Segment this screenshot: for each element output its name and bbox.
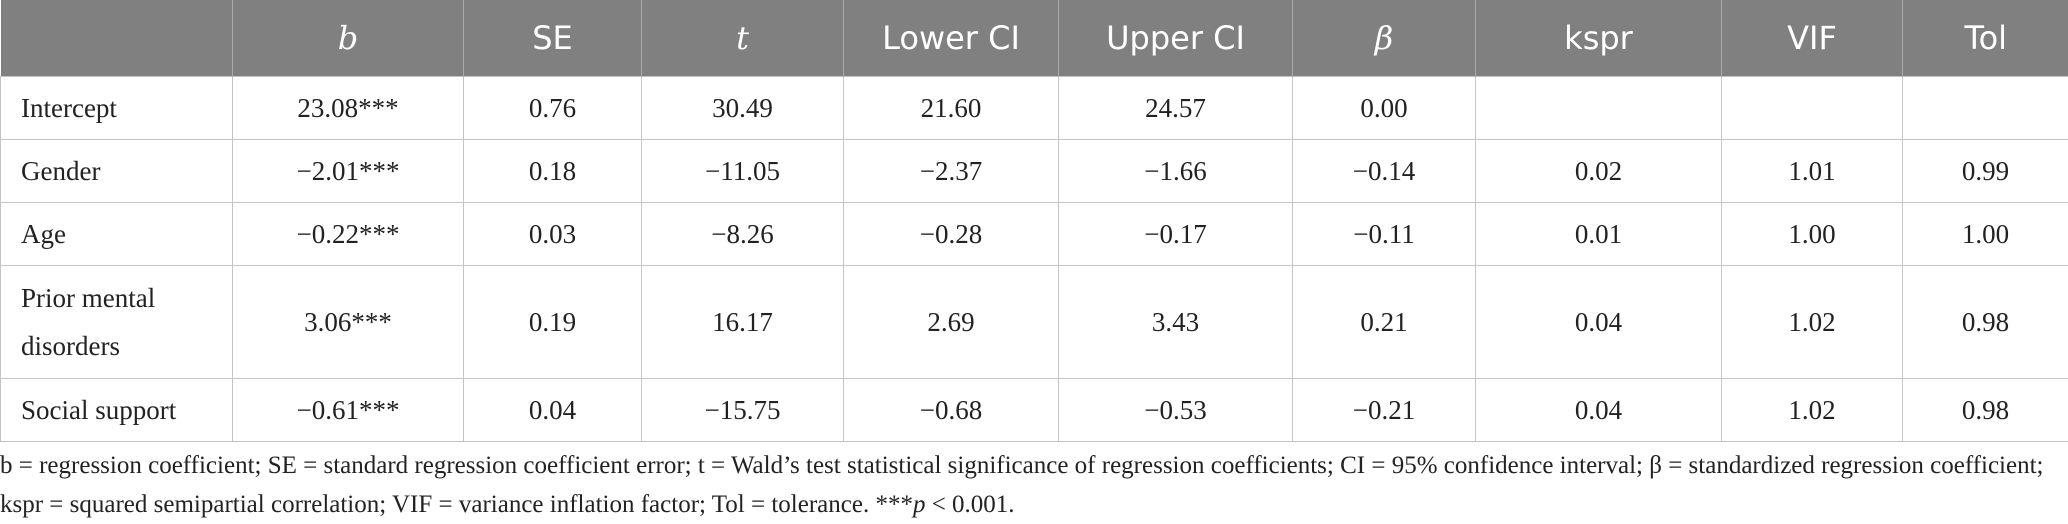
cell-b: 3.06*** (232, 265, 464, 379)
cell-kspr: 0.01 (1475, 202, 1722, 266)
table-row: Age −0.22*** 0.03 −8.26 −0.28 −0.17 −0.1… (0, 202, 2068, 266)
cell-se: 0.03 (463, 202, 642, 266)
cell-vif: 1.00 (1721, 202, 1903, 266)
cell-t: −8.26 (641, 202, 844, 266)
cell-b: −0.22*** (232, 202, 464, 266)
footnote-text: b = regression coefficient; SE = standar… (0, 452, 2044, 518)
cell-tol (1902, 76, 2068, 140)
cell-kspr: 0.04 (1475, 378, 1722, 442)
cell-se: 0.19 (463, 265, 642, 379)
cell-kspr: 0.02 (1475, 139, 1722, 203)
cell-upper-ci: 24.57 (1058, 76, 1293, 140)
cell-tol: 0.99 (1902, 139, 2068, 203)
row-label: Age (0, 202, 233, 266)
header-row: b SE t Lower CI Upper CI β kspr VIF Tol (0, 0, 2068, 77)
cell-se: 0.04 (463, 378, 642, 442)
cell-se: 0.18 (463, 139, 642, 203)
table-row: Intercept 23.08*** 0.76 30.49 21.60 24.5… (0, 76, 2068, 140)
cell-t: 16.17 (641, 265, 844, 379)
table-row: Gender −2.01*** 0.18 −11.05 −2.37 −1.66 … (0, 139, 2068, 203)
cell-upper-ci: 3.43 (1058, 265, 1293, 379)
header-beta: β (1292, 0, 1476, 77)
cell-t: −11.05 (641, 139, 844, 203)
cell-vif: 1.02 (1721, 378, 1903, 442)
header-se: SE (463, 0, 642, 77)
footnote-p-value: < 0.001. (925, 491, 1015, 518)
cell-vif: 1.01 (1721, 139, 1903, 203)
cell-beta: −0.21 (1292, 378, 1476, 442)
cell-upper-ci: −0.17 (1058, 202, 1293, 266)
cell-b: −2.01*** (232, 139, 464, 203)
cell-tol: 0.98 (1902, 265, 2068, 379)
table-row: Social support −0.61*** 0.04 −15.75 −0.6… (0, 378, 2068, 442)
cell-lower-ci: −0.68 (843, 378, 1059, 442)
header-vif: VIF (1721, 0, 1903, 77)
cell-t: 30.49 (641, 76, 844, 140)
row-label: Prior mental disorders (0, 265, 233, 379)
cell-tol: 0.98 (1902, 378, 2068, 442)
cell-tol: 1.00 (1902, 202, 2068, 266)
cell-vif: 1.02 (1721, 265, 1903, 379)
cell-beta: −0.14 (1292, 139, 1476, 203)
header-cell-empty (0, 0, 233, 77)
cell-beta: 0.00 (1292, 76, 1476, 140)
cell-t: −15.75 (641, 378, 844, 442)
row-label: Intercept (0, 76, 233, 140)
cell-lower-ci: −2.37 (843, 139, 1059, 203)
header-b: b (232, 0, 464, 77)
header-tol: Tol (1902, 0, 2068, 77)
cell-beta: 0.21 (1292, 265, 1476, 379)
header-kspr: kspr (1475, 0, 1722, 77)
cell-kspr: 0.04 (1475, 265, 1722, 379)
header-upper-ci: Upper CI (1058, 0, 1293, 77)
regression-table: b SE t Lower CI Upper CI β kspr VIF Tol … (0, 0, 2068, 442)
cell-beta: −0.11 (1292, 202, 1476, 266)
cell-vif (1721, 76, 1903, 140)
cell-lower-ci: 2.69 (843, 265, 1059, 379)
row-label: Gender (0, 139, 233, 203)
header-lower-ci: Lower CI (843, 0, 1059, 77)
cell-upper-ci: −0.53 (1058, 378, 1293, 442)
table-row: Prior mental disorders 3.06*** 0.19 16.1… (0, 265, 2068, 379)
cell-upper-ci: −1.66 (1058, 139, 1293, 203)
cell-b: 23.08*** (232, 76, 464, 140)
footnote-p-symbol: p (912, 491, 926, 518)
cell-se: 0.76 (463, 76, 642, 140)
cell-lower-ci: 21.60 (843, 76, 1059, 140)
row-label: Social support (0, 378, 233, 442)
header-t: t (641, 0, 844, 77)
cell-b: −0.61*** (232, 378, 464, 442)
table-footnote: b = regression coefficient; SE = standar… (0, 446, 2060, 524)
cell-lower-ci: −0.28 (843, 202, 1059, 266)
cell-kspr (1475, 76, 1722, 140)
